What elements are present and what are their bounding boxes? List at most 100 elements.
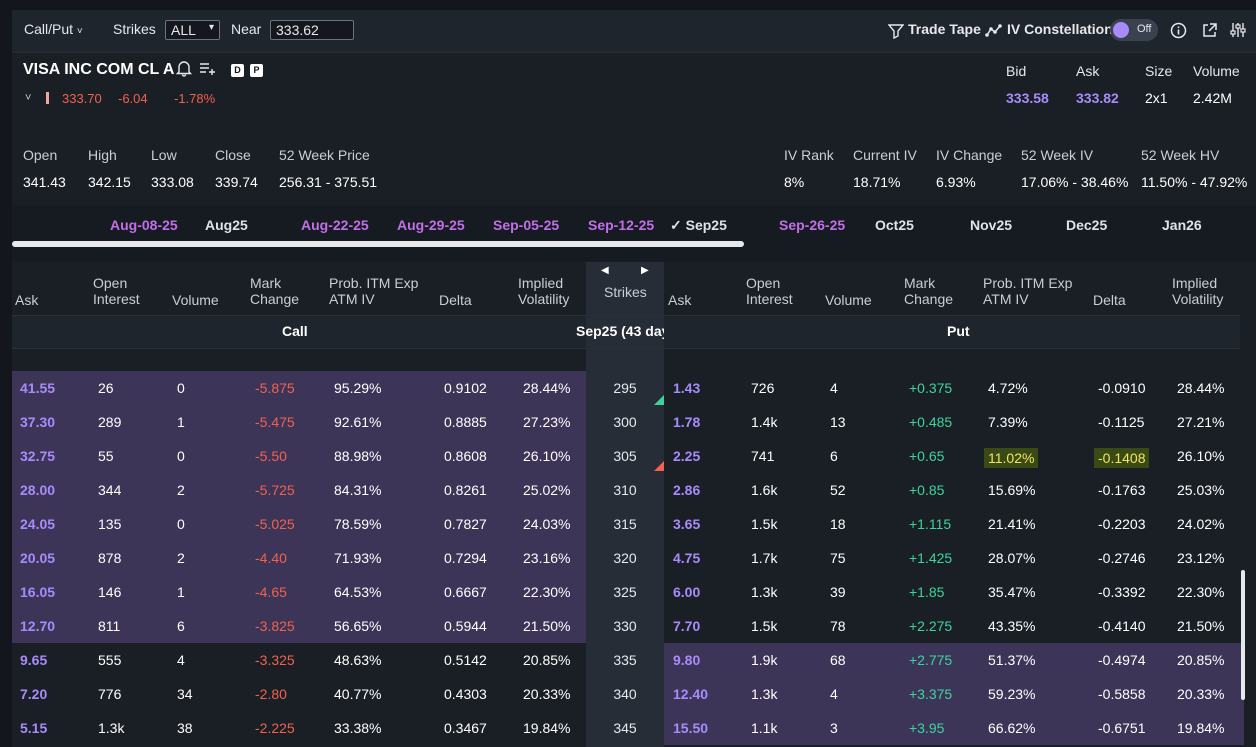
caret-right-icon[interactable]: ▶ — [641, 265, 649, 276]
table-row[interactable]: 5.15 1.3k 38 -2.225 33.38% 0.3467 19.84% 345 15.… — [12, 711, 1244, 745]
badge-d[interactable]: D — [231, 64, 244, 77]
put-column-header[interactable]: Implied Volatility — [1172, 275, 1224, 307]
call-cell: 56.65% — [334, 618, 382, 634]
call-cell[interactable]: 24.05 — [20, 516, 56, 532]
put-column-header[interactable]: Delta — [1093, 292, 1126, 308]
put-cell: +2.775 — [909, 652, 953, 668]
caret-left-icon[interactable]: ◀ — [601, 265, 609, 276]
close-value: 339.74 — [215, 174, 258, 190]
tab-expiration[interactable]: Dec25 — [1066, 217, 1108, 233]
table-row[interactable]: 20.05 878 2 -4.40 71.93% 0.7294 23.16% 320 4.75 1… — [12, 541, 1240, 575]
tab-expiration[interactable]: Sep-26-25 — [779, 217, 846, 233]
call-itm-shade — [12, 575, 586, 609]
call-column-header[interactable]: Volume — [172, 292, 219, 308]
table-row[interactable]: 37.30 289 1 -5.475 92.61% 0.8885 27.23% 300 1.78… — [12, 405, 1240, 439]
strike-cell: 330 — [613, 618, 637, 634]
put-cell[interactable]: 3.65 — [673, 516, 701, 532]
call-column-header[interactable]: Open Interest — [93, 275, 140, 307]
put-cell[interactable]: 2.86 — [673, 482, 701, 498]
put-cell[interactable]: 4.75 — [673, 550, 701, 566]
put-cell[interactable]: 7.70 — [673, 618, 701, 634]
trade-tape-button[interactable]: Trade Tape — [908, 21, 981, 37]
put-cell[interactable]: 2.25 — [673, 448, 701, 464]
call-cell: -2.225 — [255, 720, 295, 736]
filter-icon[interactable] — [888, 23, 904, 39]
put-column-header[interactable]: Open Interest — [746, 275, 793, 307]
put-column-header[interactable]: Prob. ITM Exp ATM IV — [983, 275, 1073, 307]
call-cell: -3.325 — [255, 652, 295, 668]
expiration-scrollbar[interactable] — [12, 241, 744, 247]
add-to-list-icon[interactable] — [199, 62, 217, 76]
call-cell[interactable]: 9.65 — [20, 652, 48, 668]
iv-constellation-label: IV Constellation — [1007, 21, 1113, 37]
toggle-knob — [1113, 22, 1129, 38]
tab-expiration[interactable]: Aug-22-25 — [301, 217, 369, 233]
tab-expiration[interactable]: Aug-29-25 — [397, 217, 465, 233]
table-row[interactable]: 41.55 26 0 -5.875 95.29% 0.9102 28.44% 295 1.43 7… — [12, 371, 1240, 405]
call-cell: 344 — [98, 482, 122, 498]
put-cell: 1.1k — [751, 720, 778, 736]
alert-bell-icon[interactable] — [176, 59, 192, 77]
call-cell[interactable]: 41.55 — [20, 380, 56, 396]
tab-expiration-selected[interactable]: ✓ Sep25 — [670, 217, 727, 234]
call-column-header[interactable]: Ask — [15, 292, 39, 308]
call-cell[interactable]: 16.05 — [20, 584, 56, 600]
info-icon[interactable] — [1170, 22, 1187, 39]
call-column-header[interactable]: Mark Change — [250, 275, 300, 307]
chevron-down-icon[interactable]: ˅ — [25, 92, 32, 104]
put-cell[interactable]: 1.43 — [673, 380, 701, 396]
tab-expiration[interactable]: Sep-12-25 — [588, 217, 655, 233]
iv-constellation-toggle[interactable]: Off — [1110, 19, 1158, 41]
call-column-header[interactable]: Prob. ITM Exp ATM IV — [329, 275, 419, 307]
table-row[interactable]: 32.75 55 0 -5.50 88.98% 0.8608 26.10% 305 2.25 74… — [12, 439, 1240, 473]
call-cell[interactable]: 20.05 — [20, 550, 56, 566]
strike-cell: 295 — [613, 380, 637, 396]
call-column-header[interactable]: Implied Volatility — [518, 275, 570, 307]
callput-dropdown[interactable]: Call/Put ˅ — [24, 21, 83, 37]
strike-cell: 310 — [613, 482, 637, 498]
tab-expiration[interactable]: Jan26 — [1162, 217, 1202, 233]
table-row[interactable]: 7.20 776 34 -2.80 40.77% 0.4303 20.33% 340 12.40… — [12, 677, 1244, 711]
tab-expiration[interactable]: Aug-08-25 — [110, 217, 178, 233]
table-row[interactable]: 28.00 344 2 -5.725 84.31% 0.8261 25.02% 310 2.86… — [12, 473, 1240, 507]
call-cell[interactable]: 7.20 — [20, 686, 48, 702]
strikes-select[interactable]: ALL ▾ — [165, 20, 220, 40]
tab-expiration[interactable]: Aug25 — [205, 217, 248, 233]
put-column-header[interactable]: Ask — [668, 292, 692, 308]
table-row[interactable]: 16.05 146 1 -4.65 64.53% 0.6667 22.30% 325 6.00 1… — [12, 575, 1240, 609]
put-cell[interactable]: 12.40 — [673, 686, 709, 702]
table-row[interactable]: 9.65 555 4 -3.325 48.63% 0.5142 20.85% 335 9.80 1… — [12, 643, 1244, 677]
put-cell[interactable]: 15.50 — [673, 720, 709, 736]
put-column-header[interactable]: Volume — [825, 292, 872, 308]
iv-change-label: IV Change — [936, 147, 1003, 163]
price-change: -6.04 — [118, 91, 148, 106]
put-column-header[interactable]: Mark Change — [904, 275, 954, 307]
tab-expiration[interactable]: Nov25 — [970, 217, 1013, 233]
open-value: 341.43 — [23, 174, 66, 190]
put-cell[interactable]: 1.78 — [673, 414, 701, 430]
call-cell[interactable]: 28.00 — [20, 482, 56, 498]
volume-value: 2.42M — [1193, 90, 1232, 106]
tab-expiration[interactable]: Oct25 — [875, 217, 914, 233]
call-cell[interactable]: 37.30 — [20, 414, 56, 430]
call-cell[interactable]: 5.15 — [20, 720, 48, 736]
call-cell[interactable]: 32.75 — [20, 448, 56, 464]
popout-icon[interactable] — [1201, 22, 1218, 39]
call-cell: 146 — [98, 584, 122, 600]
ask-value: 333.82 — [1076, 90, 1119, 106]
badge-p[interactable]: P — [250, 64, 263, 77]
near-input[interactable]: 333.62 — [270, 20, 354, 40]
call-itm-shade — [12, 507, 586, 541]
call-cell[interactable]: 12.70 — [20, 618, 56, 634]
chevron-down-icon: ˅ — [76, 26, 83, 37]
put-cell[interactable]: 9.80 — [673, 652, 701, 668]
tab-expiration[interactable]: Sep-05-25 — [493, 217, 560, 233]
chain-scrollbar[interactable] — [1241, 570, 1245, 700]
settings-sliders-icon[interactable] — [1229, 21, 1247, 39]
call-column-header[interactable]: Delta — [439, 292, 472, 308]
table-row[interactable]: 12.70 811 6 -3.825 56.65% 0.5944 21.50% 330 7.70… — [12, 609, 1240, 643]
strikes-column-header[interactable]: Strikes — [604, 284, 647, 300]
bid-label: Bid — [1006, 63, 1027, 79]
table-row[interactable]: 24.05 135 0 -5.025 78.59% 0.7827 24.03% 315 3.65… — [12, 507, 1240, 541]
put-cell[interactable]: 6.00 — [673, 584, 701, 600]
